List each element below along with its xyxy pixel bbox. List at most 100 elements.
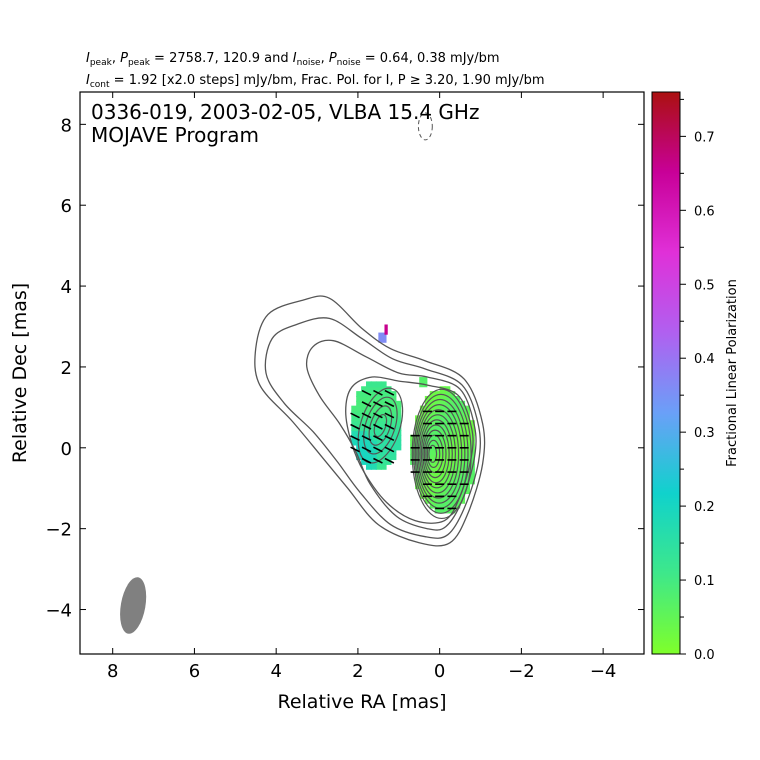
polarization-pixel [361, 395, 367, 402]
polarization-pixel [380, 439, 387, 446]
polarization-pixel [351, 405, 358, 412]
polarization-pixel [464, 405, 470, 412]
polarization-pixel [361, 449, 367, 456]
polarization-pixel [351, 439, 358, 446]
colorbar-ticks: 0.0 0.1 0.2 0.3 0.4 0.5 0.6 0.7 [680, 98, 715, 663]
polarization-pixel [361, 454, 367, 461]
polarization-pixel [429, 454, 436, 461]
polarization-pixel [380, 449, 387, 456]
polarization-pixel [380, 444, 387, 451]
polarization-pixel [385, 405, 392, 412]
polarization-pixel [449, 507, 456, 514]
polarization-pixel [380, 463, 387, 470]
polarization-pixel [415, 439, 421, 446]
polarization-pixel [439, 439, 446, 446]
polarization-pixel [429, 391, 436, 398]
polarization-knot [378, 332, 387, 343]
evpa-vector [384, 435, 395, 442]
polarization-pixel [424, 425, 431, 431]
polarization-pixel [429, 425, 436, 431]
polarization-pixel [356, 434, 363, 441]
polarization-pixel [390, 454, 397, 461]
polarization-pixel [351, 420, 358, 427]
polarization-pixel [434, 395, 441, 402]
polarization-pixel [370, 439, 377, 446]
polarization-pixel [365, 386, 372, 393]
polarization-pixel [434, 434, 441, 441]
contour-line [305, 339, 477, 531]
polarization-pixel [434, 478, 441, 485]
polarization-pixel [434, 415, 441, 422]
polarization-pixel [454, 449, 461, 456]
contour-line [428, 444, 438, 463]
polarization-pixel [385, 415, 392, 422]
polarization-pixel [370, 420, 377, 427]
negative-contour [417, 112, 433, 141]
polarization-pixel [356, 405, 363, 412]
polarization-pixel [361, 420, 367, 427]
evpa-vector [350, 435, 360, 442]
polarization-pixel [444, 415, 451, 422]
polarization-pixel [464, 459, 470, 465]
x-tick-label: −4 [590, 661, 617, 682]
polarization-pixel [356, 439, 363, 446]
polarization-pixel [464, 488, 470, 495]
evpa-vector [350, 423, 360, 430]
polarization-pixel [444, 395, 451, 402]
polarization-pixel [365, 463, 372, 470]
evpa-vector [384, 412, 395, 419]
polarization-pixel [444, 429, 451, 436]
contour-line [426, 439, 441, 469]
polarization-pixel [380, 381, 387, 388]
polarization-pixel [415, 415, 421, 422]
polarization-pixel [424, 415, 431, 422]
colorbar-tick-label: 0.6 [694, 204, 715, 219]
evpa-vector [373, 401, 383, 408]
polarization-pixel [464, 449, 470, 456]
polarization-pixel [390, 420, 397, 427]
beam-ellipse [120, 577, 147, 634]
polarization-pixel [454, 415, 461, 422]
contour-line [363, 396, 398, 455]
polarization-pixel [434, 502, 441, 509]
polarization-pixel [444, 454, 451, 461]
polarization-pixel [375, 386, 382, 393]
polarization-pixel [385, 410, 392, 417]
evpa-vectors [350, 389, 469, 510]
polarization-pixel [464, 410, 470, 417]
polarization-pixel [454, 459, 461, 465]
y-tick-label: 8 [61, 115, 72, 136]
annotation-program: MOJAVE Program [91, 123, 259, 147]
polarization-pixel [459, 478, 466, 485]
polarization-pixel [385, 420, 392, 427]
evpa-vector [384, 389, 395, 396]
polarization-pixel [444, 400, 451, 407]
y-tick-label: −4 [45, 601, 72, 622]
polarization-pixel [365, 444, 372, 451]
polarization-pixel [434, 449, 441, 456]
polarization-pixel [424, 395, 431, 402]
annotation-source: 0336-019, 2003-02-05, VLBA 15.4 GHz [91, 100, 479, 124]
polarization-pixel [365, 454, 372, 461]
evpa-vector [361, 412, 372, 419]
polarization-pixel [454, 488, 461, 495]
polarization-pixel [429, 439, 436, 446]
polarization-pixel [434, 400, 441, 407]
polarization-pixel [365, 381, 372, 388]
polarization-pixel [434, 497, 441, 504]
polarization-pixel [370, 400, 377, 407]
contour-line [420, 419, 453, 489]
polarization-pixel [380, 425, 387, 431]
evpa-vector [361, 423, 372, 430]
polarization-fragment [419, 377, 428, 388]
polarization-pixel [429, 395, 436, 402]
polarization-pixel [390, 410, 397, 417]
polarization-pixel [454, 439, 461, 446]
polarization-pixel [370, 463, 377, 470]
y-tick-label: −2 [45, 520, 72, 541]
y-tick-label: 0 [61, 439, 72, 460]
polarization-pixel [439, 507, 446, 514]
polarization-pixel [429, 410, 436, 417]
polarization-pixel [439, 429, 446, 436]
x-tick-label: 6 [189, 661, 200, 682]
